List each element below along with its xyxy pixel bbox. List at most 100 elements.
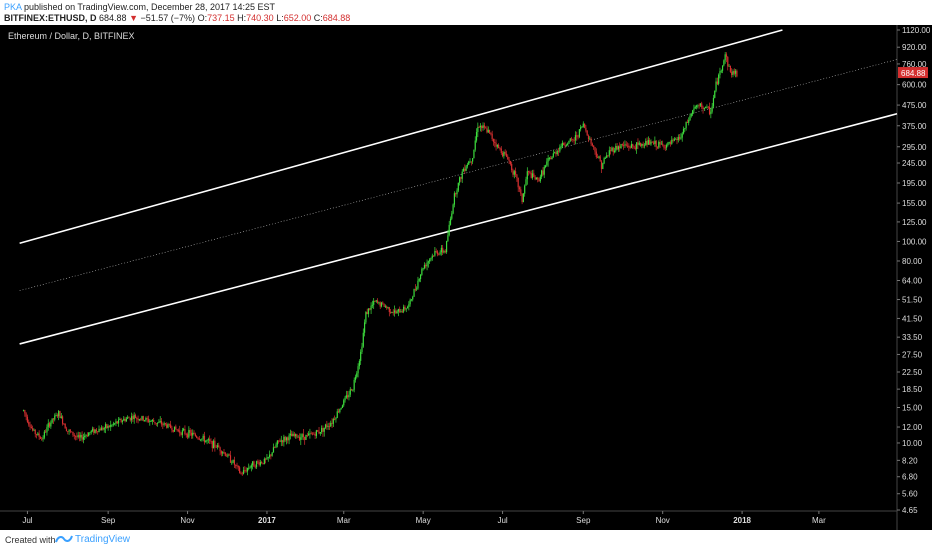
candle-body xyxy=(427,261,429,263)
candle-body xyxy=(706,106,708,108)
candle-body xyxy=(440,247,442,253)
tradingview-link[interactable]: TradingView xyxy=(55,534,130,545)
candle-body xyxy=(600,161,603,170)
author-link[interactable]: PKA xyxy=(4,2,22,12)
candle-body xyxy=(132,416,134,419)
candle-body xyxy=(246,468,249,472)
candle-body xyxy=(456,190,458,195)
candle-body xyxy=(263,458,265,464)
close-value: 684.88 xyxy=(322,13,351,23)
candle-body xyxy=(587,135,590,140)
candle-body xyxy=(261,461,263,464)
x-tick-label: Mar xyxy=(337,516,351,525)
candle-body xyxy=(725,54,728,57)
candle-body xyxy=(492,139,495,142)
candle-body xyxy=(90,430,92,433)
time-axis[interactable]: Jul Sep Nov 2017 Mar May Jul Sep Nov 2018 Mar xyxy=(22,511,826,525)
candle-body xyxy=(701,103,703,108)
y-tick-label: 27.50 xyxy=(902,350,923,359)
low-label: L: xyxy=(276,13,284,23)
candle-body xyxy=(125,418,127,422)
candle-body xyxy=(412,296,414,300)
candle-body xyxy=(78,435,81,438)
candle-body xyxy=(554,152,556,154)
candle-body xyxy=(573,140,575,141)
chart-area[interactable]: 1120.00 920.00 760.00 600.00 475.00 375.00 295… xyxy=(0,25,932,530)
candle-body xyxy=(409,299,411,305)
candle-body xyxy=(63,423,65,425)
candle-body xyxy=(146,418,148,419)
candle-body xyxy=(340,407,342,409)
candle-body xyxy=(676,138,678,141)
candle-body xyxy=(128,417,130,419)
candle-body xyxy=(505,153,508,157)
candle-body xyxy=(157,422,159,424)
ohlc-line: BITFINEX:ETHUSD, D 684.88 ▼ −51.57 (−7%)… xyxy=(4,13,350,24)
candle-body xyxy=(119,419,121,421)
price-axis[interactable]: 1120.00 920.00 760.00 600.00 475.00 375.00 295… xyxy=(897,26,931,515)
candle-body xyxy=(580,127,582,130)
candle-body xyxy=(406,306,409,309)
candle-body xyxy=(423,265,426,269)
candle-body xyxy=(436,251,439,255)
channel-lines[interactable] xyxy=(19,29,898,345)
candle-body xyxy=(387,307,389,308)
candle-body xyxy=(481,125,483,129)
candle-body xyxy=(101,427,103,431)
candle-body xyxy=(367,308,370,315)
candle-body xyxy=(103,428,105,430)
candle-body xyxy=(199,439,202,441)
candle-body xyxy=(488,129,491,133)
candle-body xyxy=(140,419,142,420)
candle-body xyxy=(669,142,672,144)
candle-body xyxy=(525,179,527,186)
candle-body xyxy=(313,433,315,435)
candle-body xyxy=(127,417,129,419)
candle-body xyxy=(526,171,528,180)
candle-body xyxy=(207,439,209,441)
candle-body xyxy=(271,452,273,456)
candle-body xyxy=(235,464,237,466)
candle-body xyxy=(319,432,321,434)
candle-body xyxy=(634,147,636,149)
candle-body xyxy=(448,224,450,236)
candle-body xyxy=(430,257,432,260)
candle-body xyxy=(522,193,524,203)
candle-body xyxy=(134,415,137,419)
candle-body xyxy=(205,440,207,443)
candle-body xyxy=(33,429,35,431)
candle-body xyxy=(268,454,271,458)
candle-body xyxy=(556,150,558,155)
candle-body xyxy=(641,143,643,147)
candle-body xyxy=(718,74,720,84)
candle-body xyxy=(462,168,465,172)
candle-body xyxy=(318,431,320,434)
candle-body xyxy=(239,467,241,473)
candle-body xyxy=(227,454,229,457)
candle-body xyxy=(22,410,25,411)
candle-body xyxy=(106,424,108,428)
x-tick-label: Jul xyxy=(497,516,507,525)
candle-body xyxy=(623,145,625,146)
candle-body xyxy=(393,310,396,313)
candle-body xyxy=(321,427,323,433)
candle-body xyxy=(422,268,424,270)
candle-body xyxy=(322,427,324,432)
price-chart[interactable]: 1120.00 920.00 760.00 600.00 475.00 375.00 295… xyxy=(0,25,932,530)
candle-body xyxy=(585,127,587,131)
candle-body xyxy=(695,105,698,107)
candle-body xyxy=(499,148,501,149)
candle-body xyxy=(551,156,553,160)
candle-body xyxy=(457,182,459,191)
candle-body xyxy=(421,268,423,275)
candles xyxy=(22,51,738,476)
candle-body xyxy=(34,429,36,435)
candle-body xyxy=(625,144,627,146)
candle-body xyxy=(720,70,722,72)
candle-body xyxy=(314,433,316,436)
candle-body xyxy=(259,461,262,465)
candle-body xyxy=(216,445,219,448)
candle-body xyxy=(721,65,724,71)
last-price: 684.88 xyxy=(99,13,127,23)
candle-body xyxy=(692,110,694,115)
